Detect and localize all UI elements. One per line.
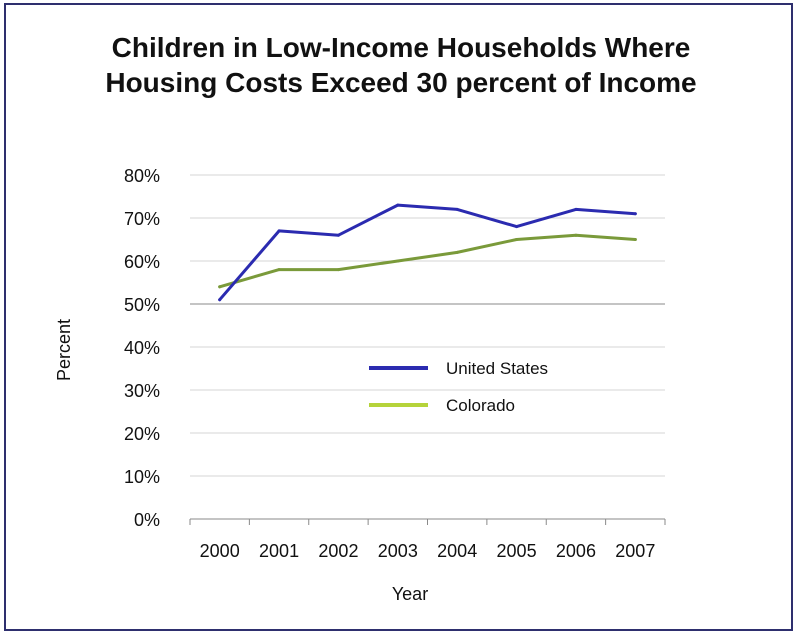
- series-line-united-states: [218, 203, 637, 302]
- series-lines: [218, 203, 637, 302]
- data-point-colorado: [277, 268, 281, 272]
- chart-frame: [4, 3, 793, 631]
- x-tick-label: 2006: [556, 541, 596, 561]
- chart-title: Children in Low-Income Households Where …: [0, 30, 802, 100]
- data-point-colorado: [336, 268, 340, 272]
- y-tick-label: 20%: [124, 424, 160, 444]
- x-tick-label: 2002: [318, 541, 358, 561]
- data-point-colorado: [218, 285, 222, 289]
- data-point-united-states: [633, 212, 637, 216]
- data-point-colorado: [574, 233, 578, 237]
- data-point-united-states: [574, 207, 578, 211]
- legend: United States Colorado: [369, 359, 548, 415]
- data-point-colorado: [455, 250, 459, 254]
- data-point-colorado: [633, 238, 637, 241]
- x-tick-label: 2000: [200, 541, 240, 561]
- data-point-united-states: [336, 233, 340, 237]
- y-tick-label: 80%: [124, 166, 160, 186]
- y-tick-label: 0%: [134, 510, 160, 530]
- y-tick-label: 50%: [124, 295, 160, 315]
- data-point-colorado: [396, 259, 400, 263]
- series-line-colorado: [218, 233, 637, 289]
- y-tick-label: 30%: [124, 381, 160, 401]
- y-tick-label: 40%: [124, 338, 160, 358]
- chart-title-line-2: Housing Costs Exceed 30 percent of Incom…: [105, 67, 697, 98]
- data-point-united-states: [515, 225, 519, 229]
- x-axis-title: Year: [392, 584, 428, 604]
- data-point-united-states: [277, 229, 281, 233]
- y-tick-label: 10%: [124, 467, 160, 487]
- chart-title-line-1: Children in Low-Income Households Where: [111, 32, 691, 63]
- data-point-united-states: [396, 203, 400, 207]
- y-tick-label: 60%: [124, 252, 160, 272]
- x-tick-label: 2003: [378, 541, 418, 561]
- y-tick-labels: 0% 10% 20% 30% 40% 50% 60% 70% 80%: [124, 166, 160, 530]
- x-tick-label: 2001: [259, 541, 299, 561]
- data-point-colorado: [515, 238, 519, 241]
- x-tick-label: 2004: [437, 541, 477, 561]
- gridlines: [190, 174, 665, 477]
- y-axis-title: Percent: [54, 319, 74, 381]
- x-tick-label: 2005: [497, 541, 537, 561]
- legend-label-colorado: Colorado: [446, 396, 515, 415]
- x-axis: 2000 2001 2002 2003 2004 2005 2006 2007: [189, 518, 666, 561]
- y-tick-label: 70%: [124, 209, 160, 229]
- data-point-united-states: [455, 207, 459, 211]
- legend-label-united-states: United States: [446, 359, 548, 378]
- data-point-united-states: [218, 298, 222, 302]
- x-tick-label: 2007: [615, 541, 655, 561]
